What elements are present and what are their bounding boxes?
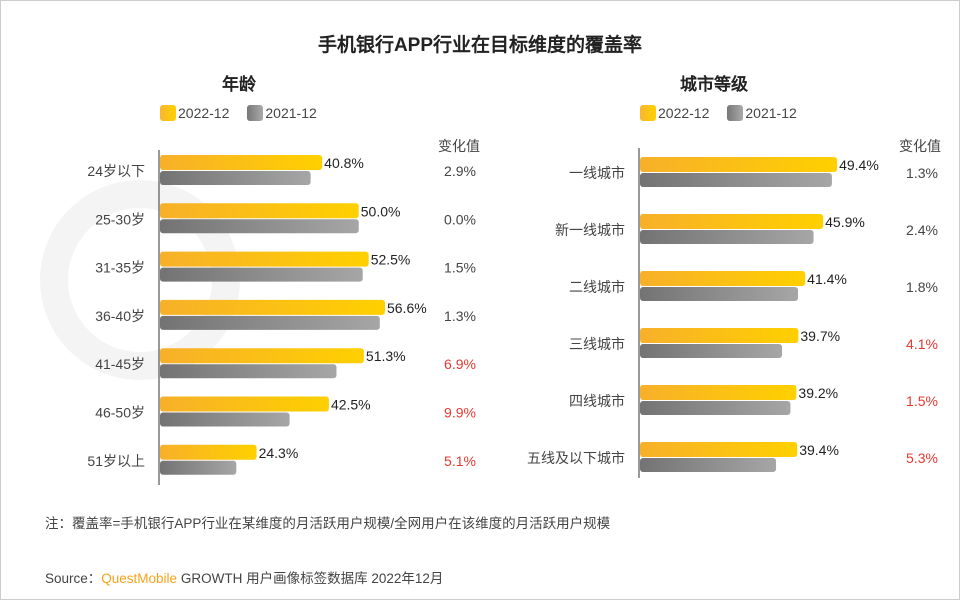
legend-swatch-2021 <box>247 105 264 121</box>
data-label: 49.4% <box>839 157 879 173</box>
bar-2021-12 <box>640 344 783 358</box>
source-rest: GROWTH 用户画像标签数据库 2022年12月 <box>177 571 444 586</box>
bar-2022-12 <box>160 251 369 267</box>
bar-2022-12 <box>640 157 838 172</box>
change-value: 0.0% <box>444 211 476 227</box>
data-label: 39.2% <box>798 385 838 401</box>
age-legend: 2022-12 2021-12 <box>160 105 317 121</box>
category-label: 31-35岁 <box>95 260 145 276</box>
footnote: 注：覆盖率=手机银行APP行业在某维度的月活跃用户规模/全网用户在该维度的月活跃… <box>45 516 611 531</box>
change-value: 2.4% <box>906 222 938 238</box>
change-value: 5.3% <box>906 450 938 466</box>
data-label: 39.4% <box>799 442 839 458</box>
bar-2022-12 <box>160 299 385 315</box>
data-label: 42.5% <box>331 397 371 413</box>
data-label: 50.0% <box>361 203 401 219</box>
change-value: 5.1% <box>444 453 476 469</box>
bar-2022-12 <box>160 444 257 460</box>
change-value: 1.8% <box>906 279 938 295</box>
data-label: 24.3% <box>259 445 299 461</box>
legend-label-2021: 2021-12 <box>265 105 317 121</box>
category-label: 36-40岁 <box>95 308 145 324</box>
change-value: 1.3% <box>444 308 476 324</box>
bar-2022-12 <box>640 385 797 400</box>
bar-2022-12 <box>160 155 323 170</box>
legend-swatch-2021 <box>727 105 744 121</box>
bar-2022-12 <box>160 348 364 364</box>
bar-2022-12 <box>640 442 798 457</box>
data-label: 39.7% <box>800 328 840 344</box>
change-value: 4.1% <box>906 336 938 352</box>
category-label: 51岁以上 <box>87 453 145 469</box>
category-label: 二线城市 <box>569 279 625 295</box>
bar-2021-12 <box>160 219 359 234</box>
bar-2021-12 <box>160 412 290 427</box>
bar-2021-12 <box>160 364 337 379</box>
category-label: 25-30岁 <box>95 211 145 227</box>
bar-2021-12 <box>640 458 777 472</box>
bar-2021-12 <box>160 460 237 475</box>
category-label: 41-45岁 <box>95 356 145 372</box>
legend-label-2022: 2022-12 <box>658 105 710 121</box>
change-value: 6.9% <box>444 356 476 372</box>
bar-2021-12 <box>160 171 311 185</box>
data-label: 56.6% <box>387 300 427 316</box>
legend-label-2021: 2021-12 <box>745 105 797 121</box>
bar-2021-12 <box>160 315 380 330</box>
category-label: 新一线城市 <box>555 222 625 238</box>
city-change-header: 变化值 <box>899 138 941 154</box>
change-value: 2.9% <box>444 163 476 179</box>
data-label: 45.9% <box>825 214 865 230</box>
category-label: 四线城市 <box>569 393 625 409</box>
bar-2022-12 <box>640 214 824 229</box>
data-label: 41.4% <box>807 271 847 287</box>
bar-2021-12 <box>640 401 791 415</box>
page-title: 手机银行APP行业在目标维度的覆盖率 <box>317 35 643 56</box>
age-chart-title: 年龄 <box>222 75 256 94</box>
bar-2022-12 <box>160 203 359 219</box>
category-label: 三线城市 <box>569 336 625 352</box>
bar-2022-12 <box>160 396 329 412</box>
bar-2021-12 <box>640 173 832 187</box>
data-label: 52.5% <box>371 252 411 268</box>
category-label: 一线城市 <box>569 165 625 181</box>
data-label: 40.8% <box>324 155 364 171</box>
category-label: 五线及以下城市 <box>527 450 625 466</box>
bar-2021-12 <box>640 230 814 244</box>
change-value: 9.9% <box>444 405 476 421</box>
change-value: 1.3% <box>906 165 938 181</box>
questmobile-brand: QuestMobile <box>101 571 178 586</box>
change-value: 1.5% <box>444 260 476 276</box>
source-prefix: Source： <box>45 571 102 586</box>
legend-label-2022: 2022-12 <box>178 105 230 121</box>
change-value: 1.5% <box>906 393 938 409</box>
bar-2022-12 <box>640 328 799 343</box>
age-change-header: 变化值 <box>438 138 480 154</box>
bar-2021-12 <box>160 267 363 282</box>
source-line: Source：QuestMobile GROWTH 用户画像标签数据库 2022… <box>45 567 443 587</box>
legend-swatch-2022 <box>160 105 176 121</box>
category-label: 46-50岁 <box>95 405 145 421</box>
bar-2021-12 <box>640 287 799 301</box>
city-legend: 2022-12 2021-12 <box>640 105 797 121</box>
bar-2022-12 <box>640 271 806 286</box>
city-chart-title: 城市等级 <box>680 75 748 94</box>
legend-swatch-2022 <box>640 105 656 121</box>
category-label: 24岁以下 <box>87 163 145 179</box>
data-label: 51.3% <box>366 348 406 364</box>
